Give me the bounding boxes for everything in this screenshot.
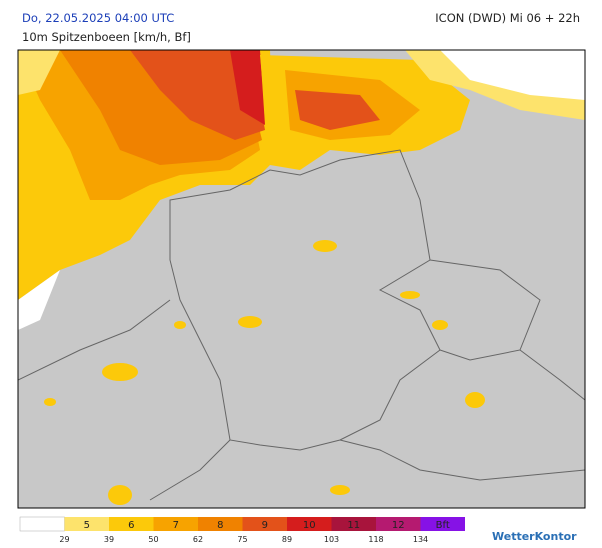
legend-label: 8 [217, 520, 223, 531]
legend-threshold: 39 [104, 535, 114, 544]
legend-swatch [109, 517, 154, 531]
legend-threshold: 134 [413, 535, 428, 544]
legend-label: 7 [173, 520, 179, 531]
legend-swatch [331, 517, 376, 531]
legend-swatch [242, 517, 287, 531]
subtitle: 10m Spitzenboeen [km/h, Bf] [22, 30, 191, 44]
legend-threshold: 29 [59, 535, 69, 544]
legend-swatch [287, 517, 332, 531]
legend-swatch [153, 517, 198, 531]
legend-threshold: 62 [193, 535, 203, 544]
legend-swatch [376, 517, 421, 531]
legend-label: 5 [84, 520, 90, 531]
legend-threshold: 50 [148, 535, 158, 544]
legend-threshold: 103 [324, 535, 339, 544]
legend-label: Bft [436, 520, 450, 531]
legend-swatch-empty [19, 516, 65, 532]
brand: WetterKontor [492, 530, 577, 543]
legend-label: 12 [392, 520, 405, 531]
model-run: ICON (DWD) Mi 06 + 22h [435, 11, 580, 25]
legend-threshold: 118 [368, 535, 383, 544]
legend-label: 10 [303, 520, 316, 531]
legend-label: 6 [128, 520, 134, 531]
legend-swatch [64, 517, 109, 531]
datetime: Do, 22.05.2025 04:00 UTC [22, 11, 175, 25]
legend-swatch [420, 517, 465, 531]
map-area [18, 50, 585, 508]
legend-label: 11 [347, 520, 360, 531]
legend-swatch [198, 517, 243, 531]
legend-threshold: 89 [282, 535, 292, 544]
legend-threshold: 75 [237, 535, 247, 544]
legend-label: 9 [262, 520, 268, 531]
